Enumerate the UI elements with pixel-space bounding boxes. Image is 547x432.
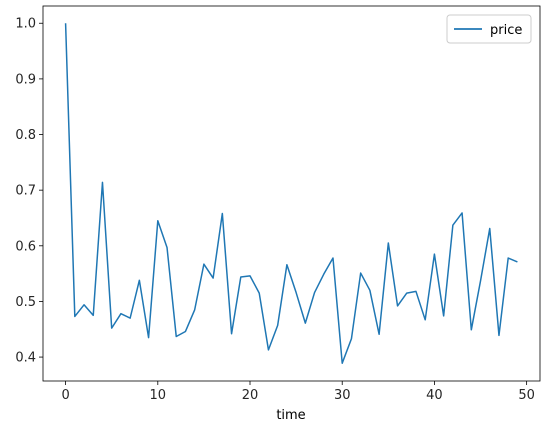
data-point bbox=[230, 332, 233, 335]
data-point bbox=[276, 324, 279, 327]
x-tick-label: 40 bbox=[426, 388, 443, 403]
x-tick-label: 20 bbox=[242, 388, 259, 403]
data-point bbox=[460, 211, 463, 214]
data-point bbox=[248, 274, 251, 277]
data-point bbox=[295, 291, 298, 294]
data-point bbox=[64, 22, 67, 25]
data-point bbox=[488, 227, 491, 230]
data-point bbox=[193, 308, 196, 311]
data-point bbox=[516, 260, 519, 263]
data-point bbox=[258, 291, 261, 294]
y-tick-label: 0.4 bbox=[15, 351, 36, 366]
y-tick-label: 0.8 bbox=[15, 128, 36, 143]
y-tick-label: 0.9 bbox=[15, 72, 36, 87]
legend-box bbox=[446, 14, 532, 44]
data-point bbox=[470, 328, 473, 331]
data-point bbox=[359, 271, 362, 274]
x-tick-label: 0 bbox=[61, 388, 69, 403]
data-point bbox=[507, 256, 510, 259]
data-point bbox=[239, 275, 242, 278]
data-point bbox=[304, 322, 307, 325]
data-point bbox=[101, 181, 104, 184]
y-tick-label: 0.5 bbox=[15, 295, 36, 310]
data-point bbox=[442, 314, 445, 317]
x-axis-label: time bbox=[276, 408, 305, 423]
data-point bbox=[341, 362, 344, 365]
axes: 0 10 20 30 40 50 0.4 0.5 0.6 0.7 0.8 0.9 1.0 bbox=[15, 5, 541, 403]
data-point bbox=[110, 327, 113, 330]
data-point bbox=[378, 333, 381, 336]
x-tick-label: 50 bbox=[518, 388, 535, 403]
data-point bbox=[212, 276, 215, 279]
data-point bbox=[387, 241, 390, 244]
data-point bbox=[73, 315, 76, 318]
x-tick-label: 30 bbox=[334, 388, 351, 403]
data-point bbox=[285, 263, 288, 266]
data-point bbox=[451, 224, 454, 227]
series-line-price bbox=[64, 23, 518, 364]
data-point bbox=[221, 212, 224, 215]
data-point bbox=[82, 303, 85, 306]
plot-area bbox=[64, 22, 519, 365]
y-tick-label: 1.0 bbox=[15, 17, 36, 32]
data-point bbox=[405, 291, 408, 294]
data-point bbox=[331, 256, 334, 259]
data-point bbox=[129, 317, 132, 320]
data-point bbox=[322, 273, 325, 276]
data-point bbox=[267, 348, 270, 351]
data-point bbox=[396, 304, 399, 307]
y-tick-label: 0.6 bbox=[15, 239, 36, 254]
data-point bbox=[92, 314, 95, 317]
y-tick-label: 0.7 bbox=[15, 184, 36, 199]
data-point bbox=[165, 246, 168, 249]
legend-label-price: price bbox=[490, 23, 522, 38]
data-point bbox=[202, 263, 205, 266]
data-point bbox=[479, 279, 482, 282]
data-point bbox=[433, 253, 436, 256]
data-point bbox=[368, 289, 371, 292]
data-point bbox=[424, 318, 427, 321]
data-point bbox=[350, 337, 353, 340]
data-point bbox=[184, 330, 187, 333]
axes-frame bbox=[42, 5, 541, 382]
data-point bbox=[147, 336, 150, 339]
data-point bbox=[313, 291, 316, 294]
x-tick-label: 10 bbox=[150, 388, 167, 403]
data-point bbox=[175, 335, 178, 338]
data-point bbox=[414, 290, 417, 293]
legend: price bbox=[446, 14, 532, 44]
data-point bbox=[119, 312, 122, 315]
data-point bbox=[497, 334, 500, 337]
data-point bbox=[156, 219, 159, 222]
data-point bbox=[138, 279, 141, 282]
